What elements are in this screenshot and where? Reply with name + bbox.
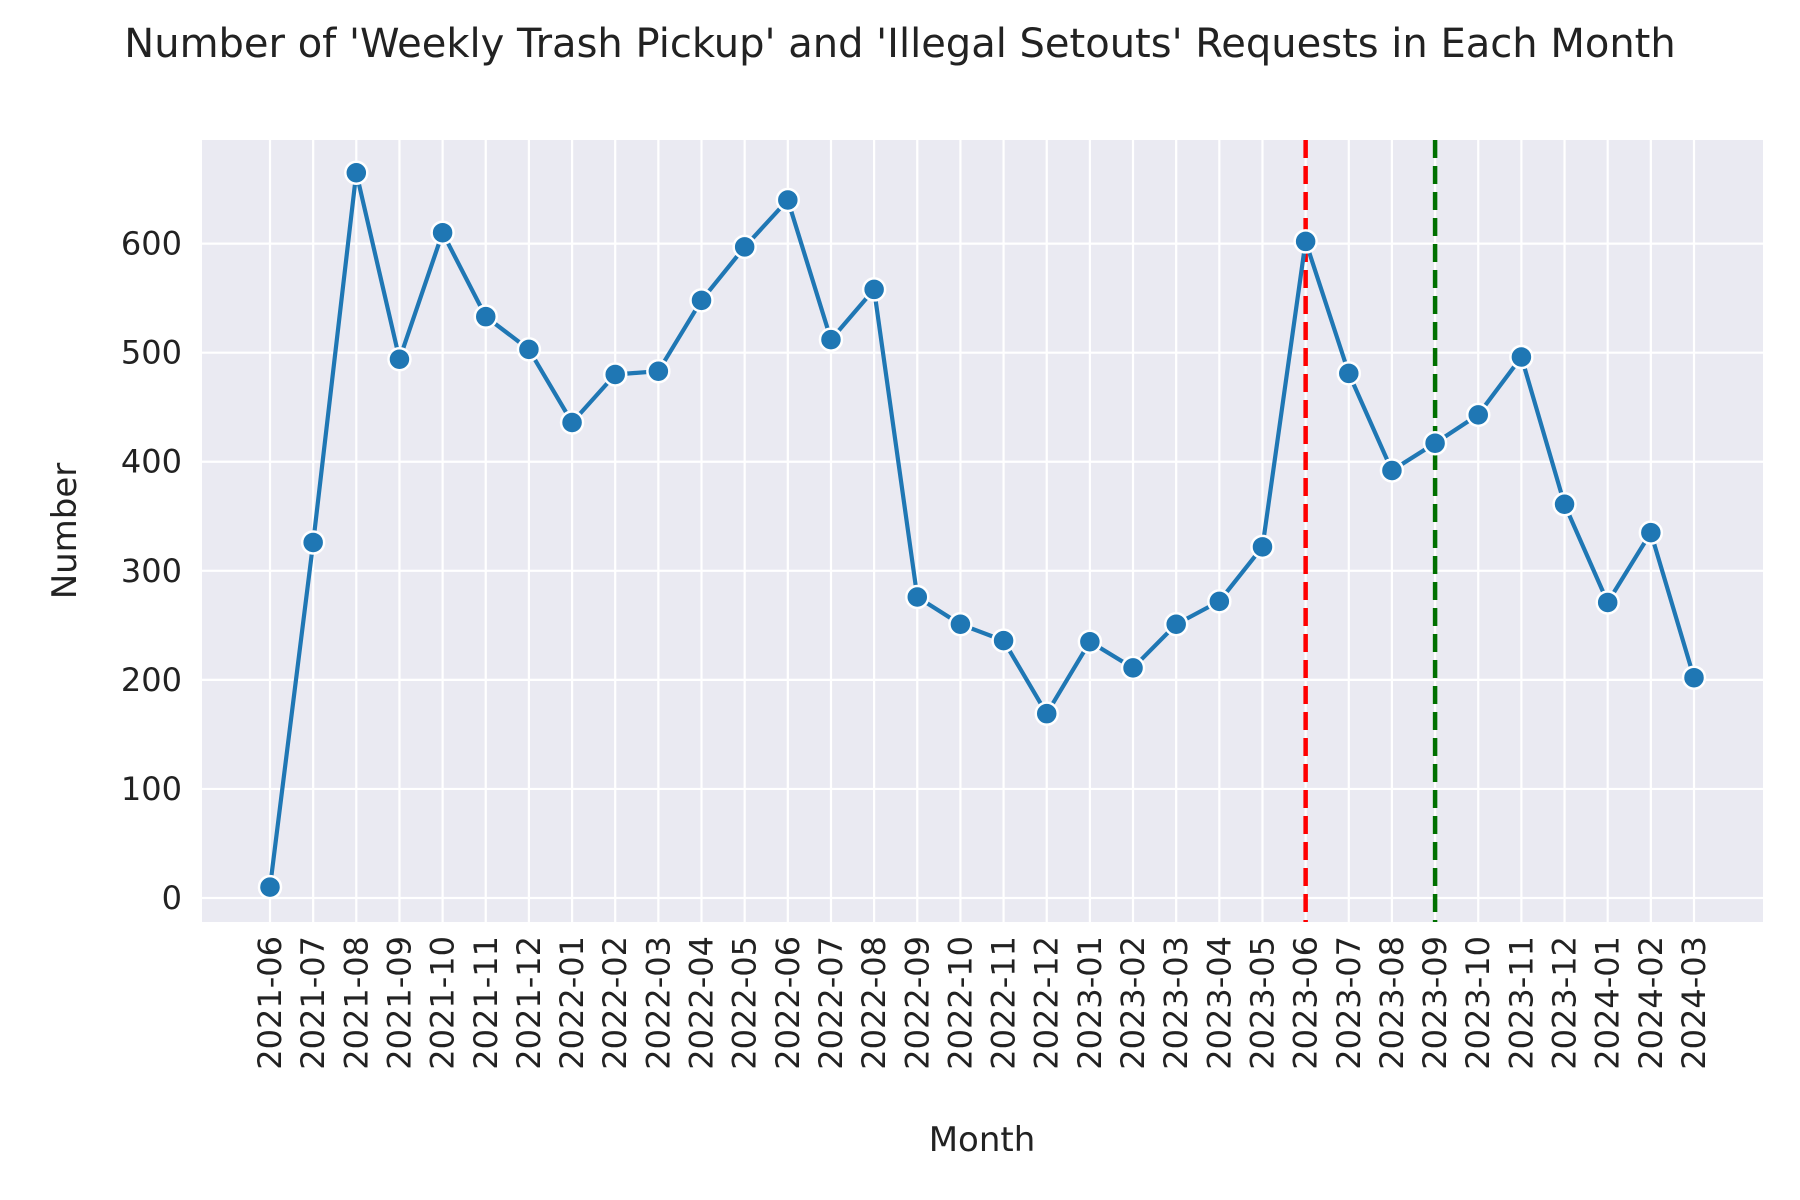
data-point bbox=[1250, 534, 1275, 560]
x-axis-label: Month bbox=[929, 1120, 1036, 1160]
data-point bbox=[1163, 612, 1189, 637]
x-tick-label: 2022-07 bbox=[812, 936, 850, 1070]
data-point bbox=[300, 530, 326, 555]
x-tick-label: 2022-11 bbox=[985, 936, 1023, 1070]
x-tick-label: 2021-10 bbox=[424, 936, 462, 1070]
x-tick-label: 2023-01 bbox=[1071, 936, 1109, 1070]
data-point bbox=[732, 234, 757, 260]
data-point bbox=[602, 362, 628, 387]
x-tick-label: 2023-06 bbox=[1287, 936, 1325, 1070]
data-point bbox=[1379, 458, 1405, 483]
data-point bbox=[387, 346, 412, 372]
x-tick-label: 2023-09 bbox=[1416, 936, 1454, 1070]
reference-lines bbox=[1303, 140, 1438, 922]
x-tick-label: 2022-06 bbox=[769, 936, 807, 1070]
y-tick-label: 600 bbox=[121, 225, 182, 263]
x-tick-label: 2023-08 bbox=[1373, 936, 1411, 1070]
x-tick-label: 2023-05 bbox=[1243, 936, 1281, 1070]
data-point bbox=[1120, 655, 1146, 681]
data-point bbox=[861, 277, 887, 302]
data-point bbox=[1638, 520, 1664, 545]
data-point bbox=[689, 288, 714, 313]
x-tick-label: 2022-03 bbox=[639, 936, 677, 1070]
data-point bbox=[646, 358, 671, 384]
data-point bbox=[516, 337, 542, 362]
data-point bbox=[1681, 665, 1707, 690]
x-tick-label: 2022-08 bbox=[855, 936, 893, 1070]
x-tick-label: 2022-09 bbox=[898, 936, 936, 1070]
data-point bbox=[991, 628, 1016, 653]
data-point bbox=[430, 220, 455, 245]
x-tick-label: 2024-03 bbox=[1675, 936, 1713, 1070]
data-point bbox=[948, 612, 973, 637]
data-point bbox=[818, 327, 844, 352]
data-point bbox=[1595, 590, 1620, 615]
data-point bbox=[1422, 430, 1448, 456]
x-tick-label: 2021-06 bbox=[251, 936, 289, 1070]
x-tick-label: 2024-02 bbox=[1632, 936, 1670, 1070]
x-tick-label: 2022-01 bbox=[553, 936, 591, 1070]
x-tick-label: 2023-10 bbox=[1459, 936, 1497, 1070]
x-tick-label: 2021-09 bbox=[380, 936, 418, 1070]
x-tick-label: 2023-03 bbox=[1157, 936, 1195, 1070]
x-tick-label: 2023-07 bbox=[1330, 936, 1368, 1070]
data-point bbox=[344, 160, 369, 185]
y-tick-labels: 0 100 200 300 400 500 600 bbox=[121, 225, 182, 917]
x-tick-label: 2023-02 bbox=[1114, 936, 1152, 1070]
chart-title: Number of 'Weekly Trash Pickup' and 'Ill… bbox=[124, 21, 1675, 67]
y-tick-label: 300 bbox=[121, 552, 182, 590]
x-tick-label: 2022-02 bbox=[596, 936, 634, 1070]
data-point bbox=[1034, 701, 1059, 726]
y-tick-label: 0 bbox=[162, 879, 182, 917]
y-tick-label: 400 bbox=[121, 443, 182, 481]
y-tick-label: 100 bbox=[121, 770, 182, 808]
data-point bbox=[473, 304, 499, 329]
data-point bbox=[775, 187, 801, 213]
data-point bbox=[1293, 229, 1318, 254]
x-tick-label: 2024-01 bbox=[1589, 936, 1627, 1070]
x-tick-label: 2021-08 bbox=[337, 936, 375, 1070]
x-tick-label: 2021-11 bbox=[467, 936, 505, 1070]
x-tick-label: 2022-12 bbox=[1028, 936, 1066, 1070]
data-point bbox=[905, 584, 930, 610]
data-point bbox=[1465, 402, 1491, 428]
series-line bbox=[267, 170, 1697, 888]
data-point bbox=[1552, 492, 1577, 517]
data-point bbox=[1336, 361, 1362, 386]
x-tick-label: 2021-12 bbox=[510, 936, 548, 1070]
data-point bbox=[1509, 344, 1534, 370]
x-tick-label: 2022-04 bbox=[683, 936, 721, 1070]
x-tick-label: 2023-12 bbox=[1546, 936, 1584, 1070]
data-point bbox=[257, 874, 283, 900]
x-tick-label: 2023-04 bbox=[1200, 936, 1238, 1070]
y-tick-label: 200 bbox=[121, 661, 182, 699]
x-tick-label: 2021-07 bbox=[294, 936, 332, 1070]
data-point bbox=[559, 410, 585, 435]
x-tick-labels: 2021-06 2021-07 2021-08 2021-09 2021-10 2021-… bbox=[251, 936, 1713, 1070]
x-tick-label: 2022-10 bbox=[941, 936, 979, 1070]
y-tick-label: 500 bbox=[121, 334, 182, 372]
y-axis-label: Number bbox=[45, 463, 85, 600]
series-layer bbox=[257, 160, 1707, 900]
data-point bbox=[1207, 589, 1232, 614]
x-tick-label: 2022-05 bbox=[726, 936, 764, 1070]
x-tick-label: 2023-11 bbox=[1502, 936, 1540, 1070]
data-point bbox=[1077, 629, 1103, 654]
